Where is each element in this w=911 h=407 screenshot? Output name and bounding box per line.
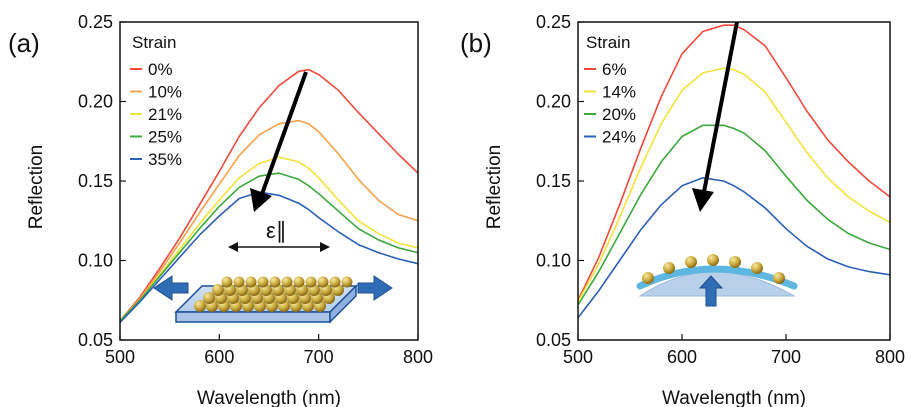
y-tick-label: 0.15 xyxy=(78,171,113,191)
y-tick-label: 0.15 xyxy=(536,171,571,191)
ticks-a: 500 600 700 800 0.05 0.10 0.15 0.20 0.25 xyxy=(78,12,433,367)
series-line-6pct xyxy=(577,24,891,301)
legend-a: Strain 0% 10% 21% 25% 35% xyxy=(130,33,182,169)
x-tick-label: 800 xyxy=(403,347,433,367)
arrow-up-icon xyxy=(698,275,724,307)
y-tick-label: 0.20 xyxy=(78,92,113,112)
y-tick-label: 0.10 xyxy=(536,251,571,271)
nanoparticle xyxy=(212,284,224,296)
x-tick-label: 800 xyxy=(875,347,905,367)
series-line-0pct xyxy=(119,68,419,322)
series-b xyxy=(577,24,891,319)
legend-title-b: Strain xyxy=(586,33,630,52)
series-line-24pct xyxy=(577,177,891,319)
y-tick-label: 0.20 xyxy=(536,92,571,112)
legend-entry: 20% xyxy=(602,105,636,124)
nanoparticle xyxy=(257,276,269,288)
trend-arrow-b xyxy=(692,21,739,212)
legend-entry: 35% xyxy=(148,150,182,169)
arrow-right-icon xyxy=(357,275,393,301)
x-axis-label-a: Wavelength (nm) xyxy=(197,388,341,407)
y-tick-label: 0.25 xyxy=(536,12,571,32)
legend-title-a: Strain xyxy=(132,33,176,52)
series-line-20pct xyxy=(577,124,891,306)
y-axis-label-b: Reflection xyxy=(484,145,505,230)
nanoparticle xyxy=(245,276,257,288)
stretch-inset-a: ε∥ xyxy=(153,218,393,324)
y-tick-label: 0.05 xyxy=(536,330,571,350)
legend-entry: 21% xyxy=(148,105,182,124)
legend-entry: 14% xyxy=(602,83,636,102)
nanoparticle xyxy=(642,272,654,284)
inset-label-a: ε∥ xyxy=(266,218,287,243)
trend-arrow-a xyxy=(250,71,308,212)
legend-entry: 24% xyxy=(602,128,636,147)
nanoparticle xyxy=(269,276,281,288)
x-tick-label: 500 xyxy=(105,347,135,367)
series-line-35pct xyxy=(119,191,419,324)
plot-frame-a xyxy=(119,21,419,341)
y-tick-label: 0.05 xyxy=(78,330,113,350)
nanoparticle xyxy=(729,256,741,268)
legend-entry: 10% xyxy=(148,83,182,102)
series-a xyxy=(119,68,419,324)
nanoparticle xyxy=(663,262,675,274)
legend-entry: 25% xyxy=(148,128,182,147)
nanoparticle xyxy=(773,272,785,284)
y-tick-label: 0.25 xyxy=(78,12,113,32)
panel-label-b: (b) xyxy=(460,28,492,58)
series-line-25pct xyxy=(119,172,419,322)
bend-inset-b xyxy=(636,254,798,307)
arrow-left-icon xyxy=(153,275,189,301)
nanoparticle xyxy=(751,262,763,274)
x-tick-label: 700 xyxy=(304,347,334,367)
nanoparticle xyxy=(317,276,329,288)
x-tick-label: 600 xyxy=(667,347,697,367)
legend-b: Strain 6% 14% 20% 24% xyxy=(584,33,636,147)
x-axis-label-b: Wavelength (nm) xyxy=(662,388,806,407)
panel-label-a: (a) xyxy=(8,28,40,58)
nanoparticle xyxy=(194,300,206,312)
x-tick-label: 600 xyxy=(204,347,234,367)
y-axis-label-a: Reflection xyxy=(26,145,47,230)
nanoparticle xyxy=(685,256,697,268)
nanoparticle xyxy=(305,276,317,288)
nanoparticle xyxy=(329,276,341,288)
series-line-14pct xyxy=(577,67,891,303)
x-tick-label: 700 xyxy=(771,347,801,367)
panel-b: (b) Reflection Wavelength (nm) 500 600 700… xyxy=(460,12,905,407)
plot-frame-b xyxy=(577,21,891,341)
panel-a: (a) Reflection Wavelength (nm) 500 600 700… xyxy=(8,12,433,407)
ticks-b: 500 600 700 800 0.05 0.10 0.15 0.20 0.25 xyxy=(536,12,905,367)
legend-entry: 0% xyxy=(148,60,173,79)
legend-entry: 6% xyxy=(602,60,627,79)
nanoparticle xyxy=(281,276,293,288)
nanoparticle xyxy=(233,276,245,288)
nanoparticle xyxy=(203,292,215,304)
nanoparticle xyxy=(293,276,305,288)
nanoparticle xyxy=(221,276,233,288)
nanoparticle xyxy=(707,254,719,266)
series-line-21pct xyxy=(119,156,419,322)
nanoparticle xyxy=(341,276,353,288)
x-tick-label: 500 xyxy=(563,347,593,367)
y-tick-label: 0.10 xyxy=(78,251,113,271)
series-line-10pct xyxy=(119,119,419,322)
